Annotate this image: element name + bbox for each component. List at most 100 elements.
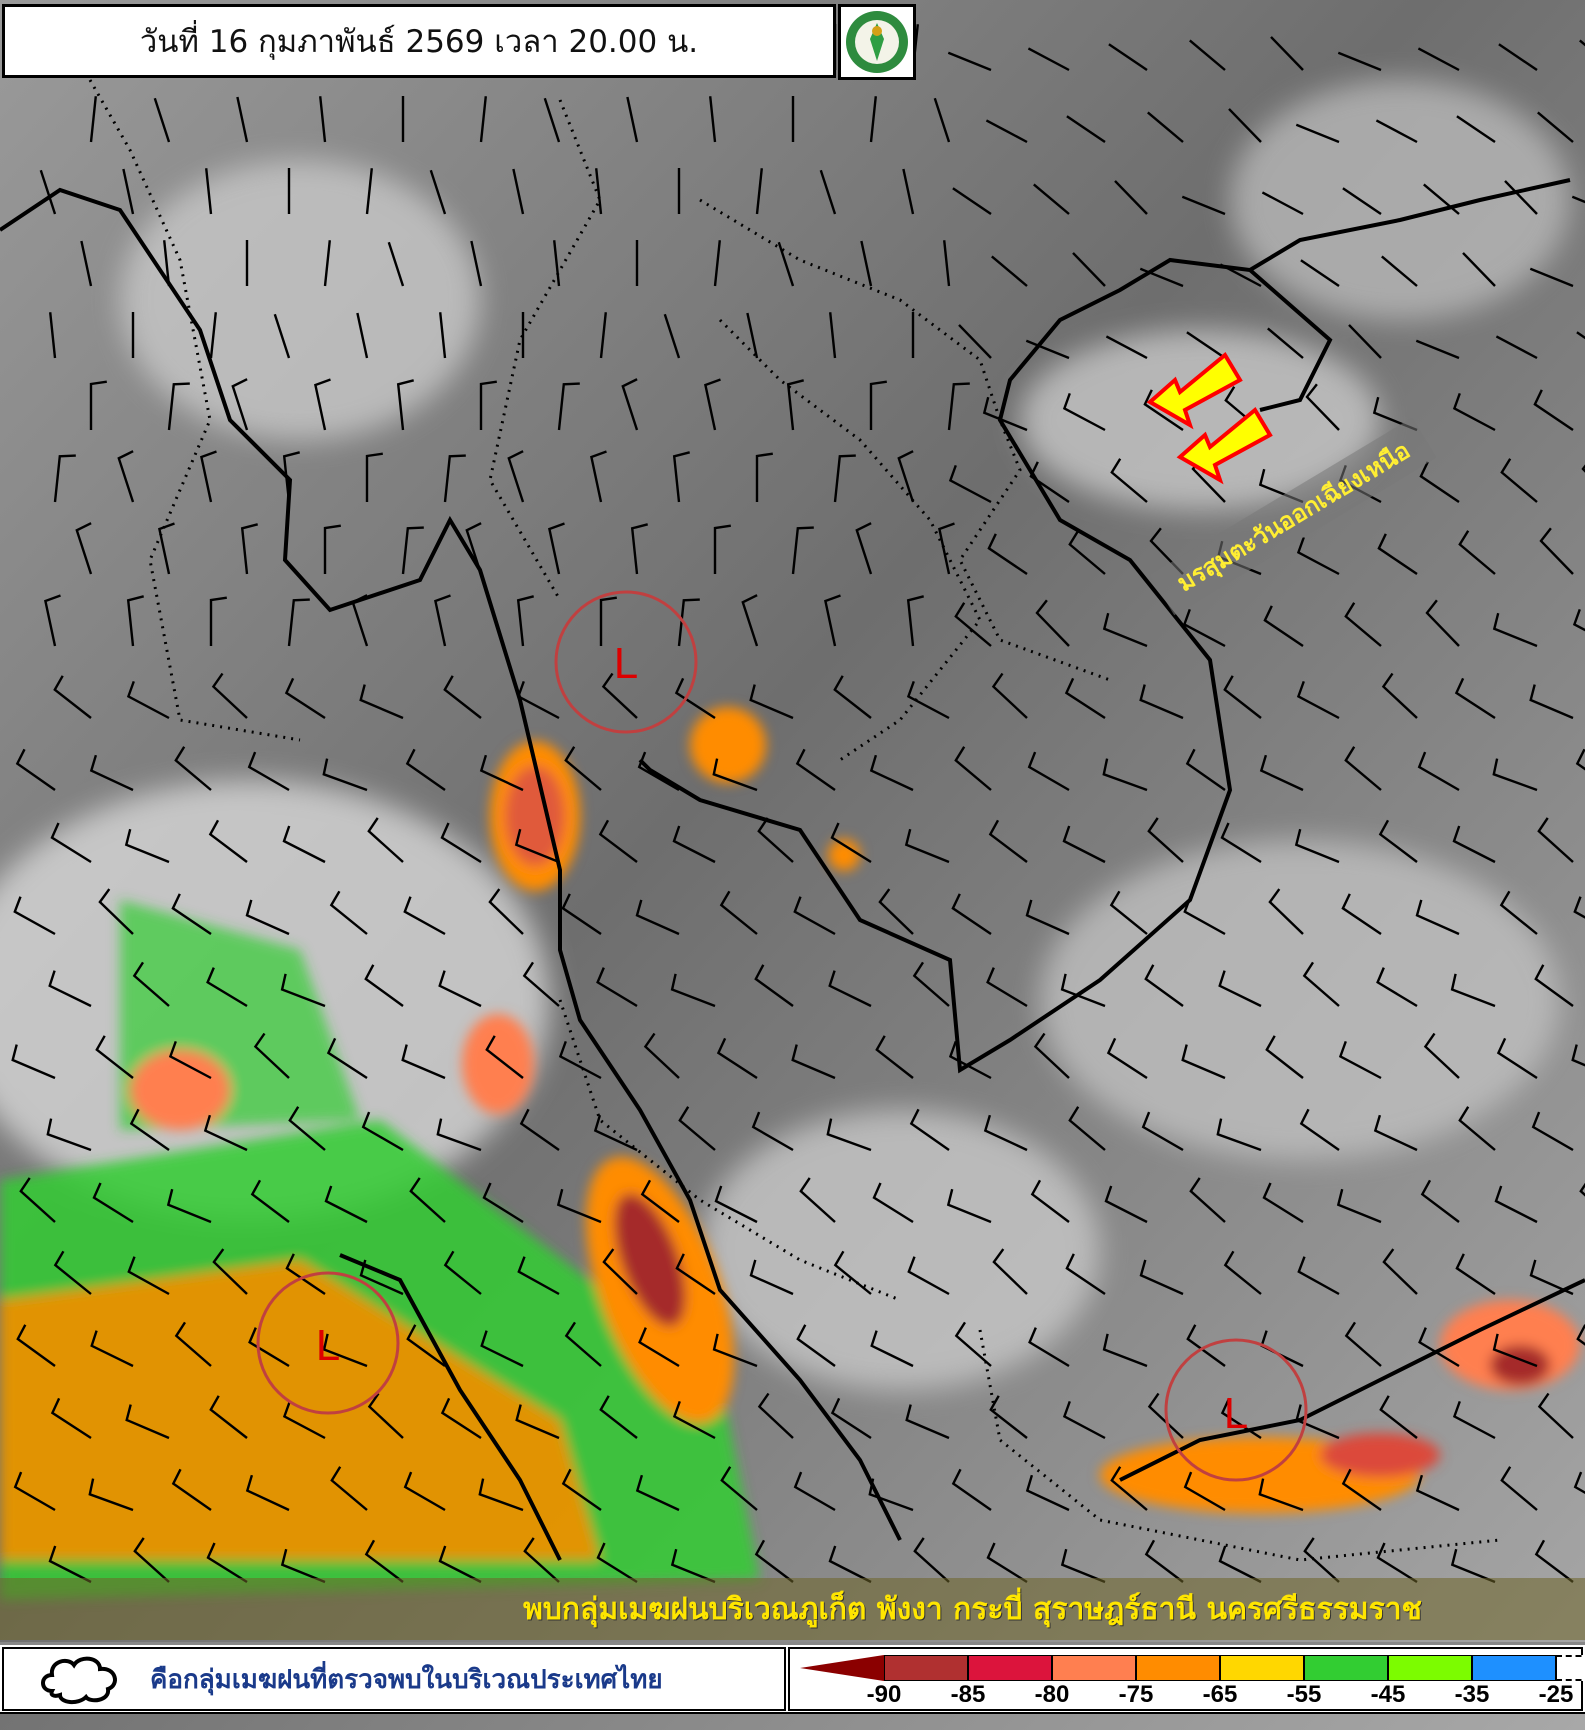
wind-barb-icon bbox=[1265, 1035, 1304, 1079]
wind-barb-icon bbox=[365, 168, 373, 215]
wind-barb-icon bbox=[438, 1545, 482, 1584]
colorbar-tick-label: -75 bbox=[1118, 1681, 1154, 1708]
wind-barb-icon bbox=[1220, 1397, 1262, 1440]
wind-barb-icon bbox=[516, 680, 560, 720]
wind-barb-icon bbox=[1183, 896, 1226, 936]
wind-barb-icon bbox=[1534, 964, 1574, 1007]
logo-emblem-icon bbox=[846, 11, 908, 73]
wind-barb-icon bbox=[1106, 1037, 1148, 1080]
wind-barb-icon bbox=[171, 1468, 212, 1511]
wind-barb-icon bbox=[746, 312, 759, 359]
wind-barb-icon bbox=[11, 1044, 56, 1080]
wind-barb-icon bbox=[590, 450, 607, 503]
wind-barb-icon bbox=[638, 1327, 680, 1368]
wind-barb-icon bbox=[124, 828, 170, 864]
wind-barb-icon bbox=[203, 1114, 248, 1152]
wind-barb-icon bbox=[755, 452, 773, 502]
wind-barb-icon bbox=[986, 967, 1028, 1008]
wind-barb-icon bbox=[1581, 464, 1585, 473]
wind-barb-icon bbox=[89, 754, 134, 792]
colorbar-tick-label: -85 bbox=[950, 1681, 986, 1708]
wind-barb-icon bbox=[716, 1037, 758, 1080]
cloud-legend: คือกลุ่มเมฆฝนที่ตรวจพบในบริเวณประเทศไทย bbox=[2, 1647, 786, 1711]
wind-barb-icon bbox=[1025, 1474, 1070, 1512]
wind-barb-icon bbox=[897, 450, 915, 503]
wind-barb-icon bbox=[1575, 748, 1585, 771]
wind-barb-icon bbox=[209, 596, 227, 646]
wind-barb-icon bbox=[991, 255, 1028, 287]
wind-barb-icon bbox=[749, 1259, 794, 1296]
wind-barb-icon bbox=[429, 169, 447, 215]
wind-barb-icon bbox=[1423, 183, 1460, 215]
wind-barb-icon bbox=[757, 817, 794, 863]
wind-barb-icon bbox=[795, 748, 836, 791]
wind-barb-icon bbox=[1296, 536, 1340, 576]
wind-barb-icon bbox=[284, 677, 326, 720]
wind-barb-icon bbox=[1270, 36, 1304, 71]
wind-barb-icon bbox=[826, 1118, 872, 1152]
colorbar-segment bbox=[1052, 1655, 1136, 1681]
wind-barb-icon bbox=[1450, 973, 1496, 1008]
wind-barb-icon bbox=[1216, 1118, 1262, 1152]
wind-barb-icon bbox=[1379, 1395, 1418, 1439]
wind-barb-icon bbox=[122, 168, 135, 215]
wind-barb-icon bbox=[906, 595, 924, 647]
wind-barb-icon bbox=[90, 1330, 134, 1368]
wind-barb-icon bbox=[556, 1188, 602, 1224]
wind-barb-icon bbox=[1342, 187, 1382, 215]
wind-barb-icon bbox=[1376, 1542, 1418, 1584]
wind-barb-icon bbox=[88, 1478, 134, 1512]
wind-barb-icon bbox=[479, 380, 497, 430]
wind-barb-icon bbox=[523, 1537, 560, 1583]
wind-barb-icon bbox=[786, 379, 804, 431]
wind-barb-icon bbox=[1102, 758, 1148, 792]
wind-barb-icon bbox=[1068, 1106, 1106, 1151]
wind-barb-icon bbox=[440, 822, 482, 864]
wind-barb-icon bbox=[323, 240, 331, 287]
wind-barb-icon bbox=[89, 380, 107, 430]
wind-barb-icon bbox=[171, 893, 212, 935]
wind-barb-icon bbox=[1499, 890, 1538, 935]
wind-barb-icon bbox=[938, 522, 955, 575]
wind-barb-icon bbox=[1572, 608, 1585, 632]
colorbar-segment bbox=[800, 1655, 884, 1681]
wind-barb-icon bbox=[440, 1397, 482, 1440]
legend: คือกลุ่มเมฆฝนที่ตรวจพบในบริเวณประเทศไทย … bbox=[0, 1642, 1585, 1714]
colorbar-segment bbox=[1472, 1655, 1556, 1681]
wind-barb-icon bbox=[48, 970, 92, 1008]
wind-barb-icon bbox=[1143, 389, 1184, 431]
low-pressure-center-andaman: L bbox=[256, 1271, 400, 1415]
wind-barb-icon bbox=[869, 96, 877, 143]
wind-barb-icon bbox=[1573, 1471, 1585, 1495]
wind-barb-icon bbox=[1496, 1037, 1538, 1080]
wind-barb-icon bbox=[906, 680, 950, 720]
wind-barb-icon bbox=[1337, 51, 1382, 72]
colorbar-tick-label: -45 bbox=[1370, 1681, 1406, 1708]
wind-barb-icon bbox=[323, 524, 341, 574]
wind-barb-icon bbox=[905, 1404, 950, 1440]
wind-barb-icon bbox=[1492, 758, 1538, 792]
wind-barb-icon bbox=[174, 1321, 212, 1367]
wind-barb-icon bbox=[465, 522, 483, 575]
low-pressure-areas: L L L bbox=[256, 590, 1308, 1482]
wind-barb-icon bbox=[1104, 1185, 1148, 1224]
wind-barb-icon bbox=[89, 96, 97, 143]
wind-barb-icon bbox=[1064, 677, 1106, 720]
wind-barb-icon bbox=[153, 97, 171, 143]
wind-barb-icon bbox=[991, 672, 1028, 719]
wind-barb-icon bbox=[755, 168, 763, 215]
wind-barb-icon bbox=[1060, 1548, 1106, 1584]
wind-barb-icon bbox=[1033, 1032, 1070, 1079]
wind-barb-icon bbox=[1529, 1259, 1574, 1296]
cloud-legend-text: คือกลุ่มเมฆฝนที่ตรวจพบในบริเวณประเทศไทย bbox=[150, 1664, 663, 1695]
wind-barb-icon bbox=[361, 1111, 404, 1152]
wind-barb-icon bbox=[168, 1040, 212, 1080]
wind-barb-icon bbox=[1492, 612, 1538, 648]
wind-barb-icon bbox=[754, 964, 794, 1007]
wind-barb-icon bbox=[819, 169, 837, 215]
wind-barb-icon bbox=[127, 1256, 170, 1296]
wind-barb-icon bbox=[480, 1330, 524, 1368]
wind-barb-icon bbox=[1147, 1392, 1184, 1439]
wind-barb-icon bbox=[564, 1321, 602, 1367]
wind-barb-icon bbox=[1533, 389, 1574, 431]
